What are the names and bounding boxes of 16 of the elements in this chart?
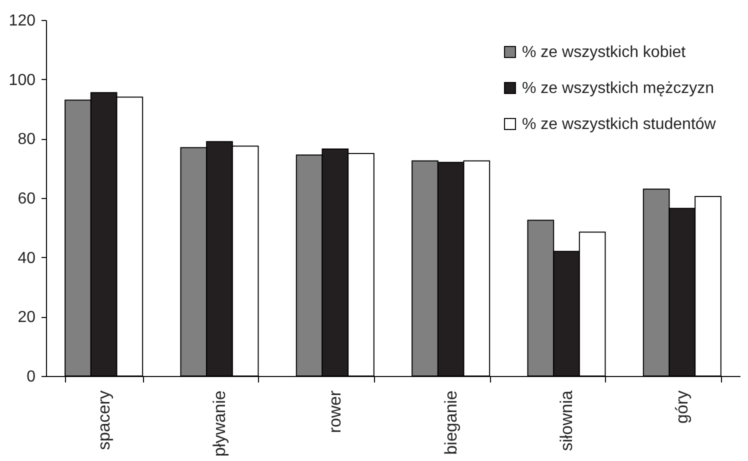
y-tick-label: 100	[8, 72, 36, 89]
x-tick-label: siłownia	[557, 390, 576, 451]
y-tick-label: 20	[18, 309, 36, 326]
x-tick-label: góry	[672, 390, 692, 424]
y-tick-label: 60	[18, 190, 36, 208]
y-tick-label: 0	[26, 368, 36, 386]
y-tick-label: 40	[18, 250, 36, 267]
x-tick-label: pływanie	[210, 390, 229, 457]
x-tick-label: rower	[326, 390, 345, 434]
legend-label: % ze wszystkich mężczyzn	[522, 80, 714, 97]
x-tick-label: spacery	[94, 390, 114, 450]
x-tick-label: bieganie	[441, 390, 460, 455]
y-tick-label: 120	[8, 12, 36, 30]
y-tick-label: 80	[18, 131, 36, 148]
legend-label: % ze wszystkich studentów	[522, 116, 716, 133]
legend-label: % ze wszystkich kobiet	[522, 44, 686, 61]
